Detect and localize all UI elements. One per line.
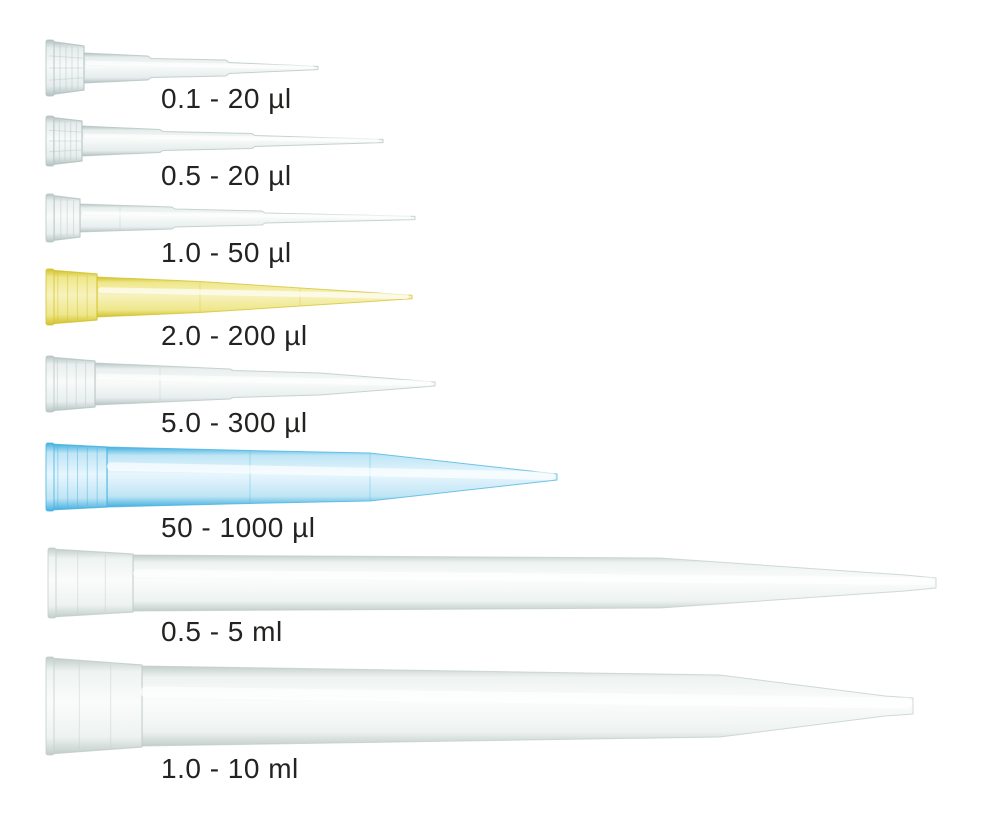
pipette-tip-graphic-1.0-50ul <box>45 193 416 243</box>
tip-collar <box>47 657 143 755</box>
tip-collar-lip <box>45 39 55 97</box>
pipette-tip-row-6: 50 - 1000 µl <box>45 442 558 543</box>
tip-range-label: 0.1 - 20 µl <box>161 83 292 114</box>
tip-body <box>83 52 319 84</box>
pipette-tip-graphic-0.5-5ml <box>47 547 937 619</box>
tip-range-label: 1.0 - 50 µl <box>161 237 292 268</box>
pipette-tip-row-3: 1.0 - 50 µl <box>45 193 416 268</box>
tip-highlight <box>82 211 411 220</box>
tip-body <box>79 203 416 233</box>
tip-collar-lip <box>45 656 55 756</box>
tip-collar <box>49 548 134 618</box>
pipette-tip-graphic-2.0-200ul <box>45 268 413 326</box>
pipette-tip-graphic-0.1-20ul <box>45 39 319 97</box>
tip-highlight <box>140 686 913 709</box>
pipette-tip-graphic-50-1000ul <box>45 442 558 512</box>
tip-highlight <box>98 287 409 300</box>
tip-highlight <box>83 133 380 143</box>
pipette-tip-graphic-1.0-10ml <box>45 656 914 756</box>
tip-collar-grid-line <box>48 77 84 81</box>
tip-collar-lip <box>45 268 55 326</box>
pipette-tip-row-2: 0.5 - 20 µl <box>45 115 384 191</box>
pipette-tip-graphic-0.5-20ul <box>45 115 384 167</box>
tip-collar-grid-line <box>48 55 84 59</box>
tip-collar-lip <box>45 355 55 413</box>
pipette-tip-row-8: 1.0 - 10 ml <box>45 656 914 784</box>
pipette-tip-row-7: 0.5 - 5 ml <box>47 547 937 647</box>
tip-range-label: 5.0 - 300 µl <box>161 407 308 438</box>
tip-collar-lip <box>45 193 55 243</box>
pipette-tip-row-1: 0.1 - 20 µl <box>45 39 319 114</box>
tip-collar-lip <box>45 442 55 512</box>
tip-body <box>141 665 914 747</box>
pipette-tip-row-4: 2.0 - 200 µl <box>45 268 413 351</box>
tip-range-label: 1.0 - 10 ml <box>161 753 299 784</box>
tip-range-label: 50 - 1000 µl <box>161 512 315 543</box>
tip-range-label: 0.5 - 20 µl <box>161 160 292 191</box>
tip-body <box>81 125 384 157</box>
tip-collar-grid-line <box>48 129 82 133</box>
tip-body <box>106 446 558 508</box>
tip-body <box>132 554 937 612</box>
tip-collar-lip <box>45 115 55 167</box>
tip-collar-lip <box>47 547 57 619</box>
pipette-tip-graphic-5.0-300ul <box>45 355 436 413</box>
tip-highlight <box>85 60 315 70</box>
tip-collar-grid-line <box>48 149 82 153</box>
pipette-tip-row-5: 5.0 - 300 µl <box>45 355 436 438</box>
tip-highlight <box>96 373 432 387</box>
tip-range-label: 2.0 - 200 µl <box>161 320 308 351</box>
tip-highlight <box>133 569 934 586</box>
tip-body <box>94 362 436 406</box>
tip-collar <box>47 356 96 412</box>
tip-collar <box>47 269 98 325</box>
tip-highlight <box>106 462 556 481</box>
tip-range-label: 0.5 - 5 ml <box>161 616 283 647</box>
